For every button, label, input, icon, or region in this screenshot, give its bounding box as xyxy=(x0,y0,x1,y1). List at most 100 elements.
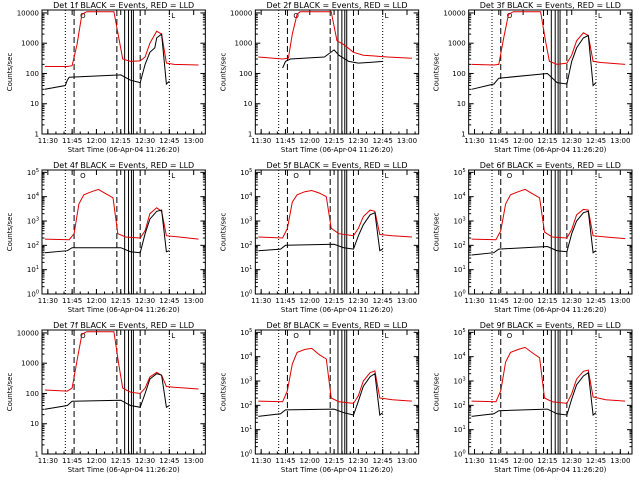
lld-series-line xyxy=(44,11,199,67)
x-axis-label: Start Time (06-Apr-04 11:26:20) xyxy=(494,466,606,474)
x-axis-label: Start Time (06-Apr-04 11:26:20) xyxy=(281,146,393,154)
annotation-l: L xyxy=(385,12,389,20)
y-axis-label: Counts/sec xyxy=(219,213,227,252)
y-tick-label: 103 xyxy=(454,377,466,386)
x-tick-label: 12:30 xyxy=(135,297,155,305)
annotation-l: L xyxy=(385,332,389,340)
annotation-o: O xyxy=(80,332,86,340)
y-tick-label: 103 xyxy=(240,377,252,386)
annotation-l: L xyxy=(598,172,602,180)
chart-title: Det 4f BLACK = Events, RED = LLD xyxy=(53,161,194,170)
x-tick-label: 12:45 xyxy=(159,457,179,465)
x-tick-label: 11:45 xyxy=(489,137,509,145)
x-tick-label: 12:45 xyxy=(159,137,179,145)
y-tick-label: 103 xyxy=(240,217,252,226)
x-tick-label: 11:45 xyxy=(62,457,82,465)
events-series-line xyxy=(471,371,597,417)
y-tick-label: 103 xyxy=(27,217,39,226)
x-tick-label: 12:45 xyxy=(373,297,393,305)
x-tick-label: 13:00 xyxy=(397,137,417,145)
y-tick-label: 1000 xyxy=(21,40,39,48)
x-tick-label: 12:00 xyxy=(300,457,320,465)
y-tick-label: 104 xyxy=(27,192,39,201)
y-tick-label: 104 xyxy=(454,192,466,201)
y-tick-label: 101 xyxy=(240,425,252,434)
y-axis-label: Counts/sec xyxy=(6,53,14,92)
y-axis-label: Counts/sec xyxy=(433,53,441,92)
x-tick-label: 12:30 xyxy=(348,457,368,465)
plot-frame xyxy=(41,329,206,455)
x-tick-label: 11:30 xyxy=(38,137,58,145)
x-tick-label: 12:45 xyxy=(159,297,179,305)
y-tick-label: 104 xyxy=(454,352,466,361)
x-tick-label: 12:00 xyxy=(300,137,320,145)
annotation-o: O xyxy=(507,12,513,20)
y-tick-label: 101 xyxy=(240,265,252,274)
y-tick-label: 1000 xyxy=(448,40,466,48)
x-tick-label: 12:15 xyxy=(324,137,344,145)
x-tick-label: 13:00 xyxy=(610,457,630,465)
y-tick-label: 100 xyxy=(26,70,39,78)
y-axis-label: Counts/sec xyxy=(433,373,441,412)
annotation-l: L xyxy=(598,12,602,20)
panel-det-6: Det 6f BLACK = Events, RED = LLD Counts/s… xyxy=(433,161,633,314)
plot-frame xyxy=(468,169,633,295)
x-tick-label: 12:15 xyxy=(537,457,557,465)
y-axis-label: Counts/sec xyxy=(219,53,227,92)
y-axis-label: Counts/sec xyxy=(219,373,227,412)
annotation-o: O xyxy=(293,332,299,340)
y-tick-label: 100 xyxy=(27,290,39,299)
y-tick-label: 10 xyxy=(30,100,39,108)
events-series-line xyxy=(44,209,170,254)
panel-det-9: Det 9f BLACK = Events, RED = LLD Counts/s… xyxy=(433,321,633,474)
plot-frame xyxy=(254,329,420,455)
x-axis-label: Start Time (06-Apr-04 11:26:20) xyxy=(494,146,606,154)
y-axis-label: Counts/sec xyxy=(433,213,441,252)
x-tick-label: 12:30 xyxy=(562,457,582,465)
y-tick-label: 104 xyxy=(240,192,252,201)
x-tick-label: 12:00 xyxy=(513,457,533,465)
y-tick-label: 100 xyxy=(26,390,39,398)
y-tick-label: 10 xyxy=(30,420,39,428)
events-series-line xyxy=(258,211,383,252)
annotation-l: L xyxy=(171,332,175,340)
x-tick-label: 12:30 xyxy=(135,137,155,145)
x-tick-label: 13:00 xyxy=(184,297,204,305)
panel-det-1: Det 1f BLACK = Events, RED = LLD Counts/s… xyxy=(6,1,206,154)
annotation-o: O xyxy=(507,332,513,340)
x-tick-label: 12:15 xyxy=(111,297,131,305)
plot-frame xyxy=(41,169,206,295)
x-tick-label: 11:30 xyxy=(464,137,484,145)
x-tick-label: 13:00 xyxy=(397,457,417,465)
x-tick-label: 12:00 xyxy=(513,137,533,145)
y-axis-label: Counts/sec xyxy=(6,213,14,252)
annotation-l: L xyxy=(171,172,175,180)
events-series-line xyxy=(471,34,597,90)
y-tick-label: 104 xyxy=(240,352,252,361)
x-tick-label: 13:00 xyxy=(184,457,204,465)
x-tick-label: 12:00 xyxy=(300,297,320,305)
x-axis-label: Start Time (06-Apr-04 11:26:20) xyxy=(68,466,180,474)
y-tick-label: 100 xyxy=(454,290,466,299)
lld-series-line xyxy=(471,188,626,241)
x-tick-label: 11:45 xyxy=(489,457,509,465)
y-tick-label: 10 xyxy=(457,100,466,108)
panel-det-3: Det 3f BLACK = Events, RED = LLD Counts/s… xyxy=(433,1,633,154)
plot-frame xyxy=(254,169,420,295)
y-tick-label: 100 xyxy=(452,70,465,78)
chart-title: Det 3f BLACK = Events, RED = LLD xyxy=(480,1,621,10)
y-tick-label: 10000 xyxy=(230,9,252,17)
annotation-o: O xyxy=(293,172,299,180)
y-tick-label: 100 xyxy=(454,450,466,459)
y-tick-label: 10000 xyxy=(443,9,465,17)
x-tick-label: 11:45 xyxy=(62,137,82,145)
plot-frame xyxy=(468,329,633,455)
x-axis-label: Start Time (06-Apr-04 11:26:20) xyxy=(494,306,606,314)
annotation-o: O xyxy=(80,12,86,20)
y-tick-label: 100 xyxy=(240,450,252,459)
y-tick-label: 10000 xyxy=(17,329,39,337)
y-tick-label: 103 xyxy=(454,217,466,226)
x-tick-label: 12:30 xyxy=(562,297,582,305)
x-axis-label: Start Time (06-Apr-04 11:26:20) xyxy=(281,466,393,474)
x-tick-label: 12:15 xyxy=(324,297,344,305)
